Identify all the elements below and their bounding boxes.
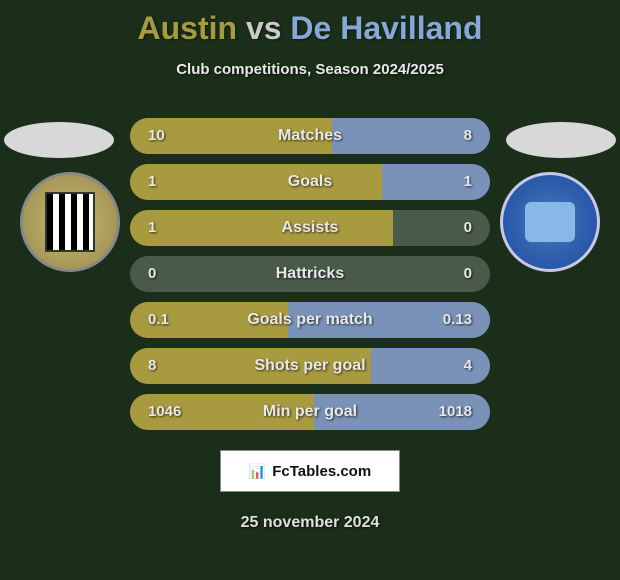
stat-row: Goals1 1 [110,164,510,200]
date-label: 25 november 2024 [0,514,620,532]
stat-value-right: 0 [464,256,472,292]
stat-value-left: 1046 [148,394,181,430]
stat-value-right: 0 [464,210,472,246]
stat-value-right: 1 [464,164,472,200]
stat-value-left: 0.1 [148,302,169,338]
subtitle: Club competitions, Season 2024/2025 [0,61,620,78]
chart-icon: 📊 [249,463,266,480]
stat-value-right: 8 [464,118,472,154]
vs-label: vs [246,10,282,46]
stat-row: Matches10 8 [110,118,510,154]
watermark-text: FcTables.com [272,463,371,480]
stat-label: Shots per goal [110,348,510,384]
comparison-card: Austin vs De Havilland Club competitions… [0,0,620,580]
stat-label: Goals [110,164,510,200]
stat-value-left: 1 [148,164,156,200]
stat-row: Shots per goal8 4 [110,348,510,384]
stat-value-left: 8 [148,348,156,384]
player1-name: Austin [138,10,238,46]
stat-label: Hattricks [110,256,510,292]
player1-platform [4,122,114,158]
stat-value-right: 1018 [439,394,472,430]
stat-row: Assists1 0 [110,210,510,246]
stat-label: Matches [110,118,510,154]
club-crest-icon [525,202,575,242]
stat-value-left: 1 [148,210,156,246]
player2-platform [506,122,616,158]
stat-value-left: 10 [148,118,165,154]
stat-label: Assists [110,210,510,246]
page-title: Austin vs De Havilland [0,0,620,47]
stat-value-right: 0.13 [443,302,472,338]
player2-club-badge [500,172,600,272]
player2-name: De Havilland [290,10,482,46]
stat-value-right: 4 [464,348,472,384]
player1-club-badge [20,172,120,272]
stat-row: Min per goal10461018 [110,394,510,430]
stat-value-left: 0 [148,256,156,292]
stats-list: Matches108Goals11Assists10Hattricks00Goa… [110,118,510,440]
stat-row: Hattricks0 0 [110,256,510,292]
source-watermark: 📊 FcTables.com [220,450,400,492]
stat-row: Goals per match0.10.13 [110,302,510,338]
club-crest-icon [45,192,95,252]
